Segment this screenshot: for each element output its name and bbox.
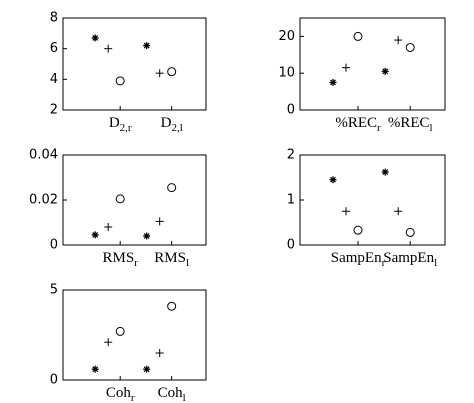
data-point: [115, 326, 125, 336]
data-point: [329, 78, 337, 86]
y-tick-label: 0: [287, 238, 295, 253]
data-point: [115, 194, 125, 204]
x-tick-label: RMSl: [154, 250, 189, 269]
data-point: [353, 31, 363, 41]
marker-circle: [405, 42, 415, 52]
data-point: [91, 34, 99, 42]
y-tick-label: 0: [50, 373, 58, 388]
marker-stroke: [382, 169, 389, 176]
plot-frame: [62, 154, 207, 246]
y-tick-label: 8: [50, 11, 58, 26]
x-tick-label: %RECr: [335, 115, 381, 134]
marker-stroke: [92, 231, 99, 238]
y-tick-label: 5: [50, 283, 58, 298]
marker-circle: [405, 227, 415, 237]
y-tick-label: 0: [50, 238, 58, 253]
marker-circle: [115, 194, 125, 204]
data-point: [104, 338, 113, 347]
data-point: [155, 217, 164, 226]
x-tick-label: RMSr: [103, 250, 139, 269]
data-point: [91, 231, 99, 239]
data-point: [104, 223, 113, 231]
marker-stroke: [382, 68, 389, 75]
data-point: [167, 67, 177, 77]
plot-frame: [62, 289, 207, 381]
y-tick-label: 20: [278, 29, 295, 44]
data-point: [155, 349, 164, 357]
data-point: [342, 207, 350, 216]
y-tick-label: 2: [50, 103, 58, 118]
data-point: [91, 365, 99, 373]
data-point: [381, 168, 389, 176]
marker-stroke: [143, 233, 150, 239]
y-tick-label: 6: [50, 41, 58, 56]
y-tick-label: 0.02: [29, 193, 58, 208]
data-point: [167, 301, 177, 311]
data-point: [104, 44, 113, 53]
marker-circle: [353, 31, 363, 41]
marker-stroke: [143, 366, 150, 373]
data-point: [394, 207, 403, 216]
marker-circle: [167, 67, 177, 77]
data-point: [405, 227, 415, 237]
y-tick-label: 2: [287, 148, 295, 163]
marker-circle: [167, 301, 177, 311]
data-point: [115, 76, 125, 86]
x-tick-label: SampEnr: [331, 250, 386, 269]
y-tick-label: 0.04: [29, 148, 58, 163]
plot-frame: [299, 17, 446, 111]
plot-frame: [62, 17, 207, 111]
marker-stroke: [92, 366, 99, 373]
x-tick-label: Cohr: [106, 385, 135, 403]
y-tick-label: 1: [287, 193, 295, 208]
data-point: [329, 176, 337, 184]
marker-circle: [115, 326, 125, 336]
x-tick-label: Cohl: [158, 385, 186, 403]
marker-circle: [115, 76, 125, 86]
data-point: [143, 232, 151, 240]
marker-stroke: [330, 176, 336, 183]
marker-circle: [167, 183, 177, 193]
data-point: [167, 183, 177, 193]
x-tick-label: %RECl: [388, 115, 433, 134]
data-point: [353, 225, 363, 235]
y-tick-label: 10: [278, 66, 295, 81]
x-tick-label: D2,l: [161, 115, 183, 134]
data-point: [342, 63, 350, 72]
marker-stroke: [143, 42, 150, 49]
data-point: [405, 42, 415, 52]
data-point: [155, 69, 164, 78]
plot-frame: [299, 154, 446, 246]
data-point: [143, 365, 151, 373]
marker-stroke: [330, 79, 336, 86]
marker-circle: [353, 225, 363, 235]
data-point: [394, 36, 403, 45]
x-tick-label: D2,r: [109, 115, 132, 134]
x-tick-label: SampEnl: [383, 250, 437, 269]
marker-stroke: [92, 34, 99, 41]
data-point: [381, 67, 389, 75]
y-tick-label: 0: [287, 103, 295, 118]
data-point: [143, 42, 151, 50]
y-tick-label: 4: [50, 72, 58, 87]
